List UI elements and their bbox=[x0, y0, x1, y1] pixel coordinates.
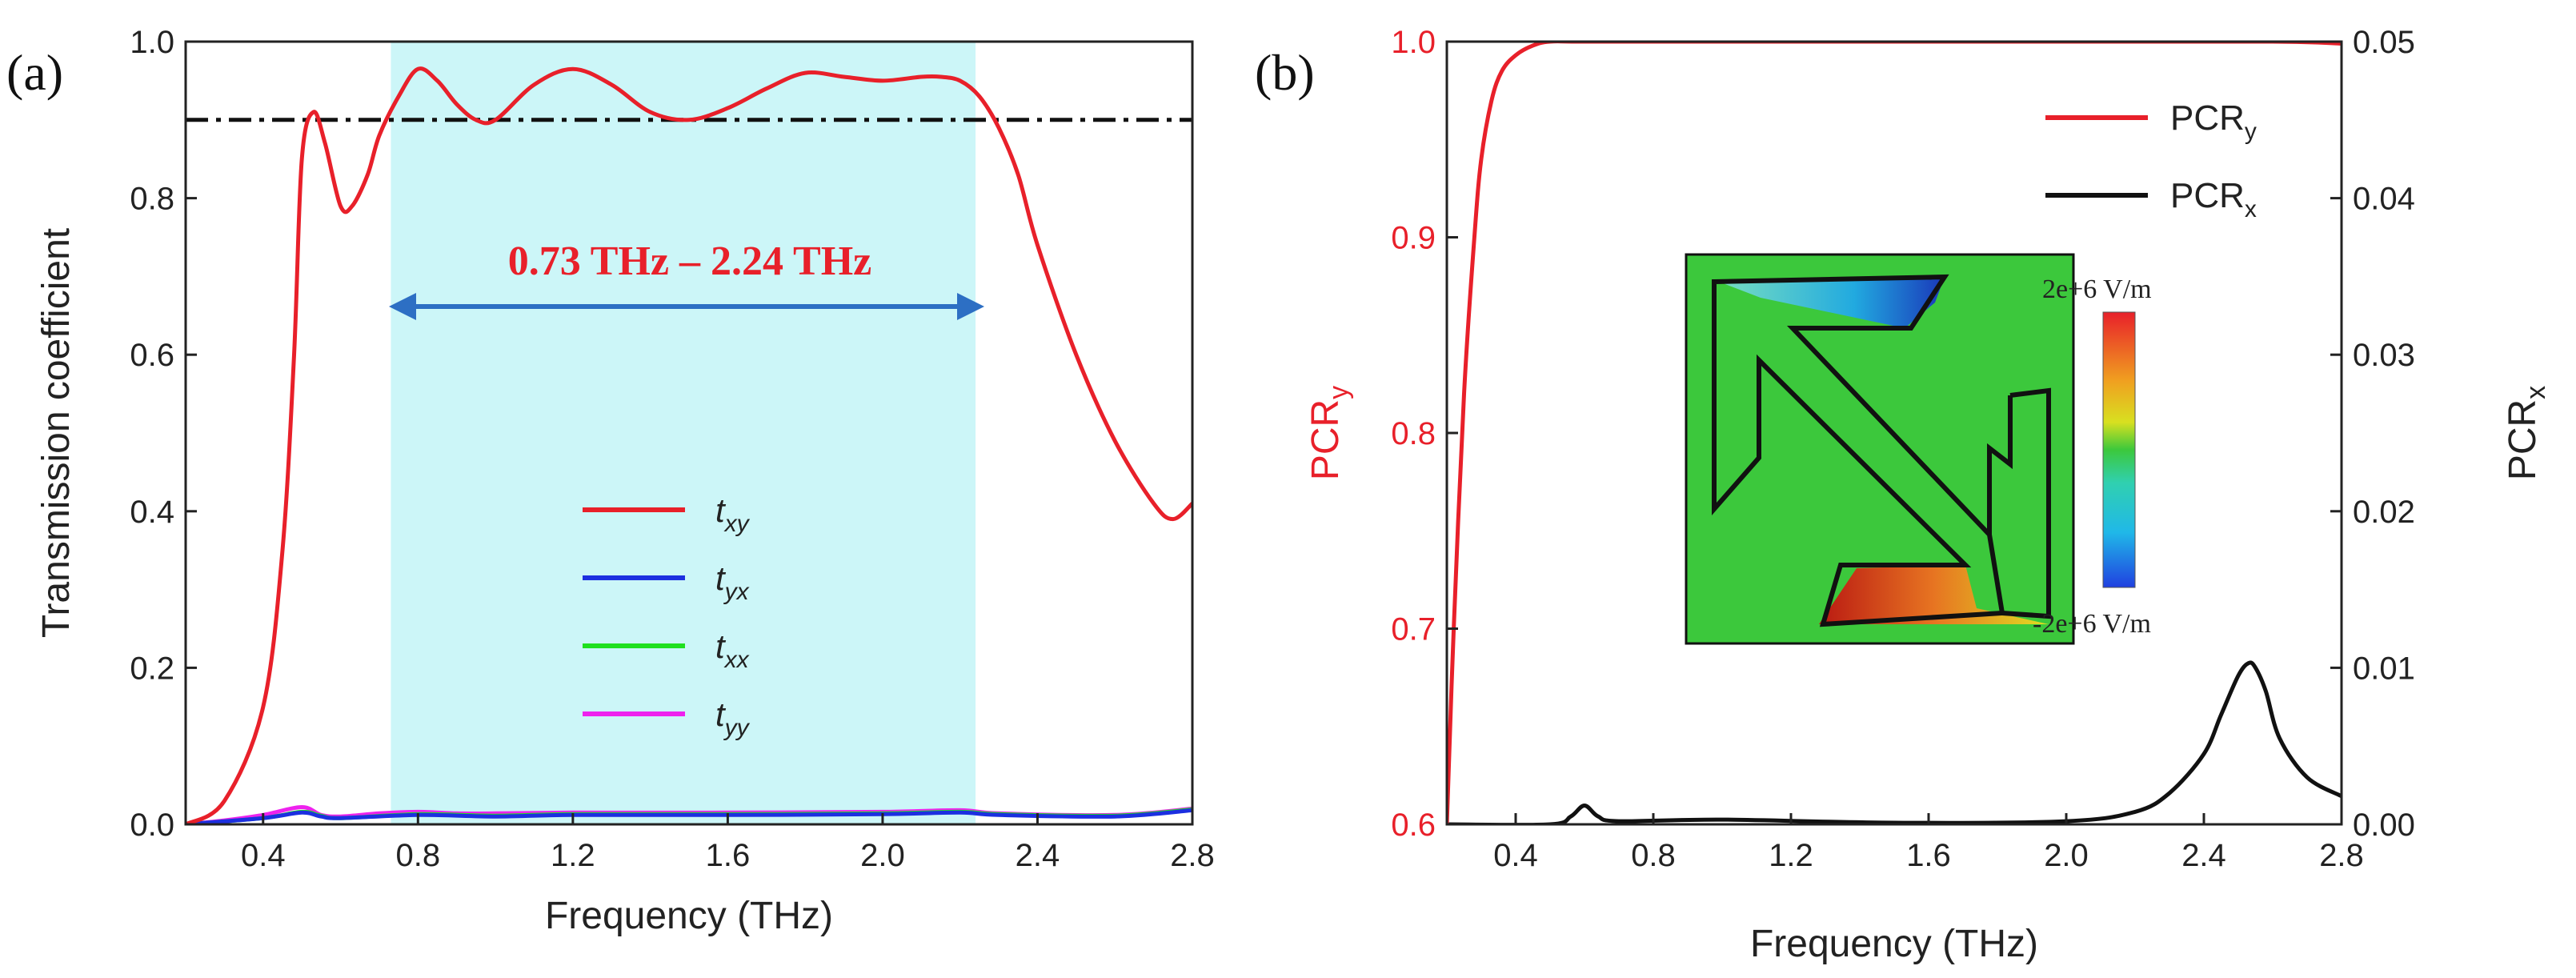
right-y-tick-label: 0.04 bbox=[2353, 182, 2415, 217]
x-tick-label: 0.4 bbox=[1493, 838, 1538, 873]
panel-a: (a) 0.4 0.8 1.2 1.6 2.0 2.4 2.8 0.00.20.40.60.… bbox=[6, 25, 1215, 937]
bandwidth-arrow-right-head bbox=[957, 293, 984, 320]
panel-b-label: (b) bbox=[1255, 44, 1315, 101]
panel-a-y-axis-title: Transmission coefficient bbox=[35, 228, 78, 638]
right-y-tick-label: 0.03 bbox=[2353, 338, 2415, 373]
legend-label-txy: txy bbox=[715, 491, 751, 537]
x-tick-label: 2.4 bbox=[2181, 838, 2226, 873]
bandwidth-label: 0.73 THz – 2.24 THz bbox=[508, 238, 872, 284]
x-tick-label: 0.4 bbox=[241, 838, 286, 873]
inset-resonator-outline bbox=[1712, 274, 2005, 627]
panel-a-x-axis-title: Frequency (THz) bbox=[545, 895, 833, 937]
y-tick-label: 0.0 bbox=[130, 808, 174, 843]
inset-resonator-right-notch bbox=[1987, 395, 2013, 535]
inset-hot-region bbox=[1819, 565, 2049, 624]
x-tick-label: 2.8 bbox=[1170, 838, 1215, 873]
field-distribution-inset: 2e+6 V/m -2e+6 V/m bbox=[1685, 253, 2152, 645]
legend-label-tyy: tyy bbox=[715, 695, 751, 741]
y-tick-label: 0.8 bbox=[130, 182, 174, 217]
inset-cold-region bbox=[1719, 277, 1945, 328]
panel-b-right-y-ticks: 0.00 0.01 0.02 0.03 0.04 0.05 bbox=[2330, 25, 2415, 843]
x-tick-label: 1.2 bbox=[551, 838, 595, 873]
highlight-band bbox=[391, 42, 976, 824]
right-y-tick-label: 0.05 bbox=[2353, 25, 2415, 60]
panel-b-right-y-axis-title: PCRx bbox=[2502, 386, 2551, 480]
y-tick-label: 0.6 bbox=[130, 338, 174, 373]
legend-entry-pcry: PCRy bbox=[2045, 98, 2257, 145]
legend-label-pcrx: PCRx bbox=[2170, 176, 2257, 222]
legend-entry-tyy: tyy bbox=[583, 695, 751, 741]
panel-a-plot-frame bbox=[184, 40, 1194, 826]
panel-a-x-ticks: 0.4 0.8 1.2 1.6 2.0 2.4 2.8 bbox=[241, 813, 1215, 873]
x-tick-label: 1.6 bbox=[1906, 838, 1951, 873]
y-tick-label: 1.0 bbox=[130, 25, 174, 60]
colorbar-max-label: 2e+6 V/m bbox=[2042, 275, 2152, 304]
panel-b-left-y-axis-title: PCRy bbox=[1304, 386, 1354, 480]
panel-b-x-ticks: 0.4 0.8 1.2 1.6 2.0 2.4 2.8 bbox=[1493, 813, 2364, 873]
legend-label-txx: txx bbox=[715, 627, 750, 673]
series-line-tyx bbox=[186, 808, 1192, 824]
right-y-tick-label: 0.00 bbox=[2353, 808, 2415, 843]
inset-colorbar bbox=[2102, 311, 2136, 588]
y-tick-label: 0.2 bbox=[130, 651, 174, 686]
legend-entry-txy: txy bbox=[583, 491, 751, 537]
right-y-tick-label: 0.01 bbox=[2353, 651, 2415, 686]
legend-label-pcry: PCRy bbox=[2170, 98, 2257, 145]
panel-b-legend: PCRy PCRx bbox=[2045, 98, 2257, 222]
panel-a-y-ticks: 0.0 0.2 0.4 0.6 0.8 1.0 bbox=[130, 25, 197, 843]
legend-entry-txx: txx bbox=[583, 627, 750, 673]
y-tick-label: 0.4 bbox=[130, 495, 174, 530]
left-y-tick-label: 1.0 bbox=[1391, 25, 1436, 60]
left-y-tick-label: 0.9 bbox=[1391, 221, 1436, 256]
left-y-tick-label: 0.6 bbox=[1391, 808, 1436, 843]
left-y-tick-label: 0.7 bbox=[1391, 612, 1436, 647]
bandwidth-annotation: 0.73 THz – 2.24 THz bbox=[389, 238, 984, 320]
series-line-txy bbox=[186, 66, 1192, 824]
x-tick-label: 0.8 bbox=[396, 838, 441, 873]
panel-b-left-y-ticks: 0.6 0.7 0.8 0.9 1.0 bbox=[1391, 25, 1458, 843]
x-tick-label: 2.4 bbox=[1016, 838, 1060, 873]
series-line-pcrx bbox=[1447, 660, 2342, 824]
x-tick-label: 2.0 bbox=[860, 838, 905, 873]
x-tick-label: 1.2 bbox=[1769, 838, 1813, 873]
inset-resonator-right-arm bbox=[2001, 387, 2051, 619]
colorbar-min-label: -2e+6 V/m bbox=[2033, 609, 2151, 639]
legend-entry-pcrx: PCRx bbox=[2045, 176, 2257, 222]
panel-a-legend: txy tyx txx tyy bbox=[583, 491, 751, 741]
panel-a-series-group bbox=[186, 66, 1192, 824]
panel-b: (b) 0.4 0.8 1.2 1.6 2.0 2.4 2.8 0.6 0.7 0.8 0.9 1.… bbox=[1255, 25, 2551, 965]
panel-b-x-axis-title: Frequency (THz) bbox=[1750, 923, 2038, 965]
right-y-tick-label: 0.02 bbox=[2353, 495, 2415, 530]
x-tick-label: 2.8 bbox=[2319, 838, 2364, 873]
x-tick-label: 0.8 bbox=[1631, 838, 1676, 873]
x-tick-label: 1.6 bbox=[706, 838, 751, 873]
left-y-tick-label: 0.8 bbox=[1391, 416, 1436, 451]
panel-a-label: (a) bbox=[6, 44, 63, 101]
bandwidth-arrow-left-head bbox=[389, 293, 416, 320]
x-tick-label: 2.0 bbox=[2044, 838, 2089, 873]
legend-entry-tyx: tyx bbox=[583, 559, 750, 605]
legend-label-tyx: tyx bbox=[715, 559, 750, 605]
